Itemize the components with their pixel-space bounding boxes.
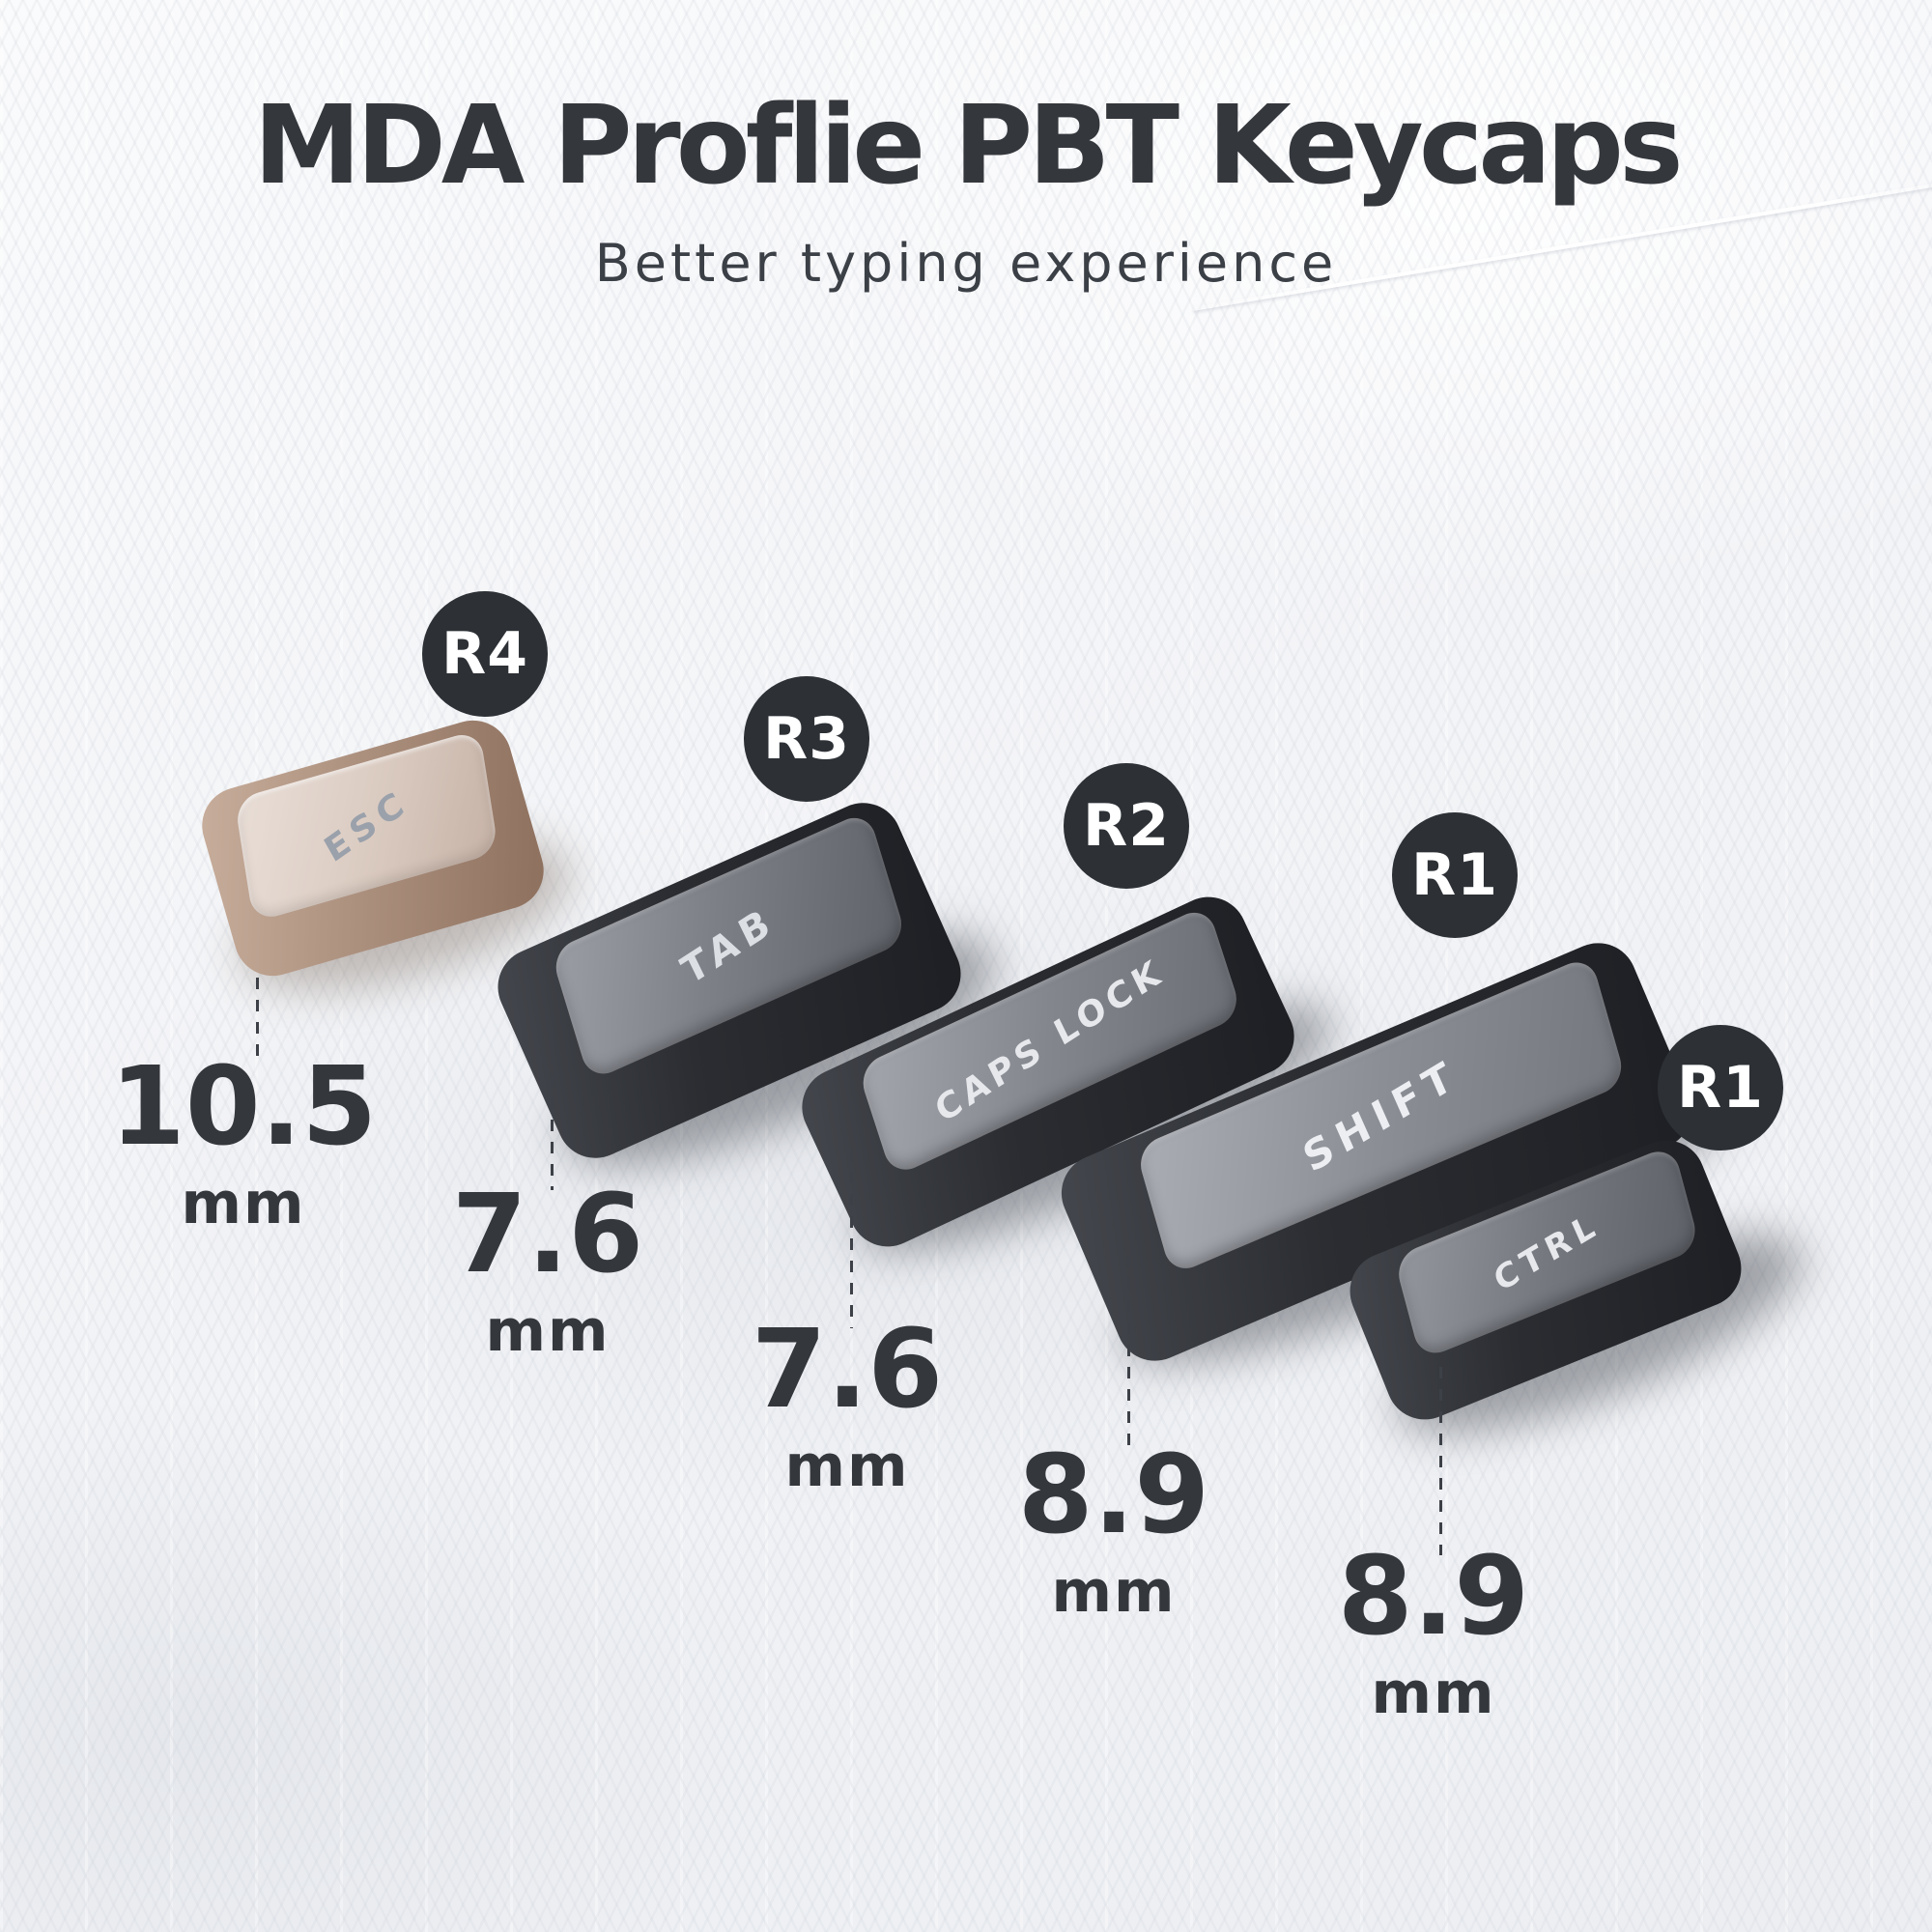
measurement-ctrl-value: 8.9: [1337, 1534, 1530, 1660]
measure-line-esc: [256, 978, 259, 1065]
row-badge-r4-label: R4: [441, 620, 528, 688]
measurement-esc-value: 10.5: [109, 1044, 378, 1170]
measure-line-caps-lock: [850, 1150, 853, 1328]
page-title: MDA Proflie PBT Keycaps: [253, 83, 1683, 209]
row-badge-r1-shift-label: R1: [1411, 841, 1498, 909]
measurement-ctrl-unit: mm: [1371, 1660, 1496, 1727]
measurement-tab-value: 7.6: [451, 1172, 644, 1297]
page-subtitle: Better typing experience: [594, 233, 1338, 294]
row-badge-r2: R2: [1064, 763, 1189, 889]
measure-line-tab: [551, 1053, 554, 1190]
measurement-tab-unit: mm: [485, 1297, 611, 1365]
measurement-shift-unit: mm: [1051, 1558, 1177, 1626]
row-badge-r1-ctrl-label: R1: [1677, 1054, 1764, 1122]
measurement-caps-lock-unit: mm: [784, 1433, 910, 1500]
measurement-shift: 8.9 mm: [1018, 1441, 1209, 1621]
measurement-caps-lock: 7.6 mm: [752, 1316, 943, 1495]
measurement-esc-unit: mm: [181, 1170, 306, 1237]
measurement-ctrl: 8.9 mm: [1338, 1543, 1529, 1722]
row-badge-r2-label: R2: [1083, 792, 1170, 860]
measurement-tab: 7.6 mm: [452, 1180, 643, 1360]
row-badge-r1-ctrl: R1: [1658, 1025, 1783, 1151]
measurement-esc: 10.5 mm: [110, 1053, 377, 1233]
measure-line-shift: [1127, 1256, 1130, 1449]
row-badge-r1-shift: R1: [1392, 812, 1518, 938]
measure-line-ctrl: [1439, 1367, 1442, 1555]
row-badge-r3-label: R3: [763, 705, 850, 773]
measurement-shift-value: 8.9: [1017, 1433, 1210, 1558]
row-badge-r4: R4: [422, 591, 548, 717]
measurement-caps-lock-value: 7.6: [751, 1307, 944, 1433]
row-badge-r3: R3: [744, 676, 869, 802]
